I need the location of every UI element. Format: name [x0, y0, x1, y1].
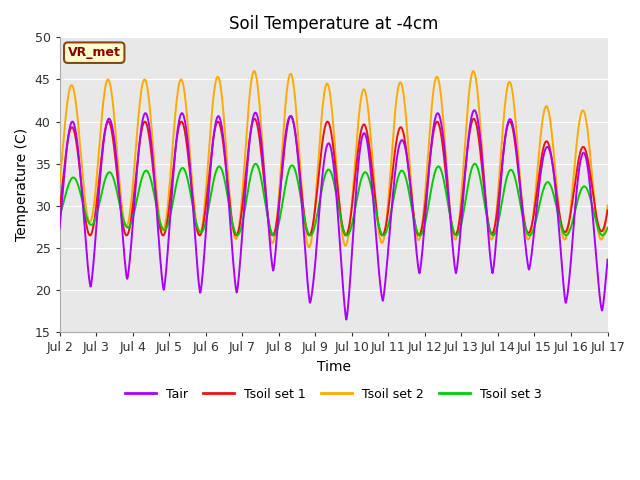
Tsoil set 3 [539, 188, 547, 194]
Tsoil set 1 [239, 196, 247, 202]
Tsoil set 1 [604, 207, 611, 213]
Title: Soil Temperature at -4cm: Soil Temperature at -4cm [229, 15, 438, 33]
Tsoil set 2 [56, 180, 63, 186]
Tsoil set 1 [56, 206, 63, 212]
Tsoil set 2 [250, 68, 258, 74]
Tsoil set 1 [86, 232, 94, 238]
Tsoil set 2 [239, 185, 246, 191]
Legend: Tair, Tsoil set 1, Tsoil set 2, Tsoil set 3: Tair, Tsoil set 1, Tsoil set 2, Tsoil se… [120, 383, 547, 406]
Tsoil set 2 [419, 212, 427, 218]
Tsoil set 1 [178, 119, 186, 125]
Tsoil set 1 [287, 113, 294, 119]
Tsoil set 2 [305, 244, 313, 250]
Tair [56, 226, 63, 232]
Line: Tsoil set 2: Tsoil set 2 [60, 71, 607, 247]
Y-axis label: Temperature (C): Temperature (C) [15, 128, 29, 241]
Tair [178, 110, 186, 116]
Tair [164, 243, 172, 249]
Tsoil set 3 [252, 161, 260, 167]
Line: Tair: Tair [60, 110, 607, 320]
Tsoil set 3 [599, 232, 607, 238]
Tsoil set 3 [239, 218, 246, 224]
Tsoil set 2 [164, 199, 172, 204]
Tsoil set 1 [540, 146, 547, 152]
Tsoil set 1 [419, 217, 427, 223]
X-axis label: Time: Time [317, 360, 351, 374]
Tsoil set 3 [56, 213, 63, 218]
Tair [239, 225, 246, 230]
Tsoil set 2 [540, 113, 547, 119]
Line: Tsoil set 1: Tsoil set 1 [60, 116, 607, 235]
Line: Tsoil set 3: Tsoil set 3 [60, 164, 607, 235]
Tsoil set 3 [178, 166, 186, 171]
Tair [419, 242, 427, 248]
Tsoil set 2 [491, 224, 499, 230]
Tair [491, 252, 499, 258]
Tair [604, 257, 611, 263]
Tair [470, 108, 478, 113]
Tair [540, 155, 547, 160]
Tsoil set 1 [491, 223, 499, 229]
Tsoil set 3 [491, 231, 499, 237]
Tsoil set 2 [604, 203, 611, 208]
Tsoil set 3 [419, 228, 427, 234]
Tsoil set 1 [164, 210, 172, 216]
Tsoil set 3 [604, 225, 611, 230]
Text: VR_met: VR_met [68, 46, 121, 59]
Tsoil set 3 [164, 221, 172, 227]
Tsoil set 2 [178, 77, 186, 83]
Tair [342, 317, 350, 323]
